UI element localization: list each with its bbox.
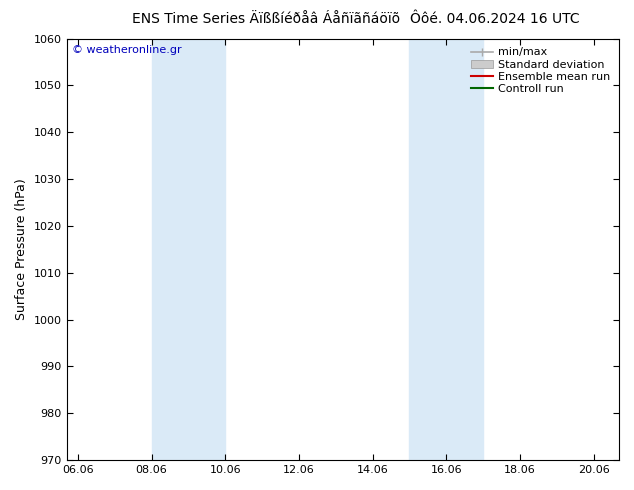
- Y-axis label: Surface Pressure (hPa): Surface Pressure (hPa): [15, 178, 28, 320]
- Legend: min/max, Standard deviation, Ensemble mean run, Controll run: min/max, Standard deviation, Ensemble me…: [468, 44, 614, 98]
- Text: © weatheronline.gr: © weatheronline.gr: [72, 45, 182, 55]
- Bar: [152, 39, 225, 460]
- Text: ENS Time Series Äïßßíéðåâ Áåñïãñáöïõ: ENS Time Series Äïßßíéðåâ Áåñïãñáöïõ: [133, 12, 400, 26]
- Text: Ôôé. 04.06.2024 16 UTC: Ôôé. 04.06.2024 16 UTC: [410, 12, 579, 26]
- Bar: [410, 39, 483, 460]
